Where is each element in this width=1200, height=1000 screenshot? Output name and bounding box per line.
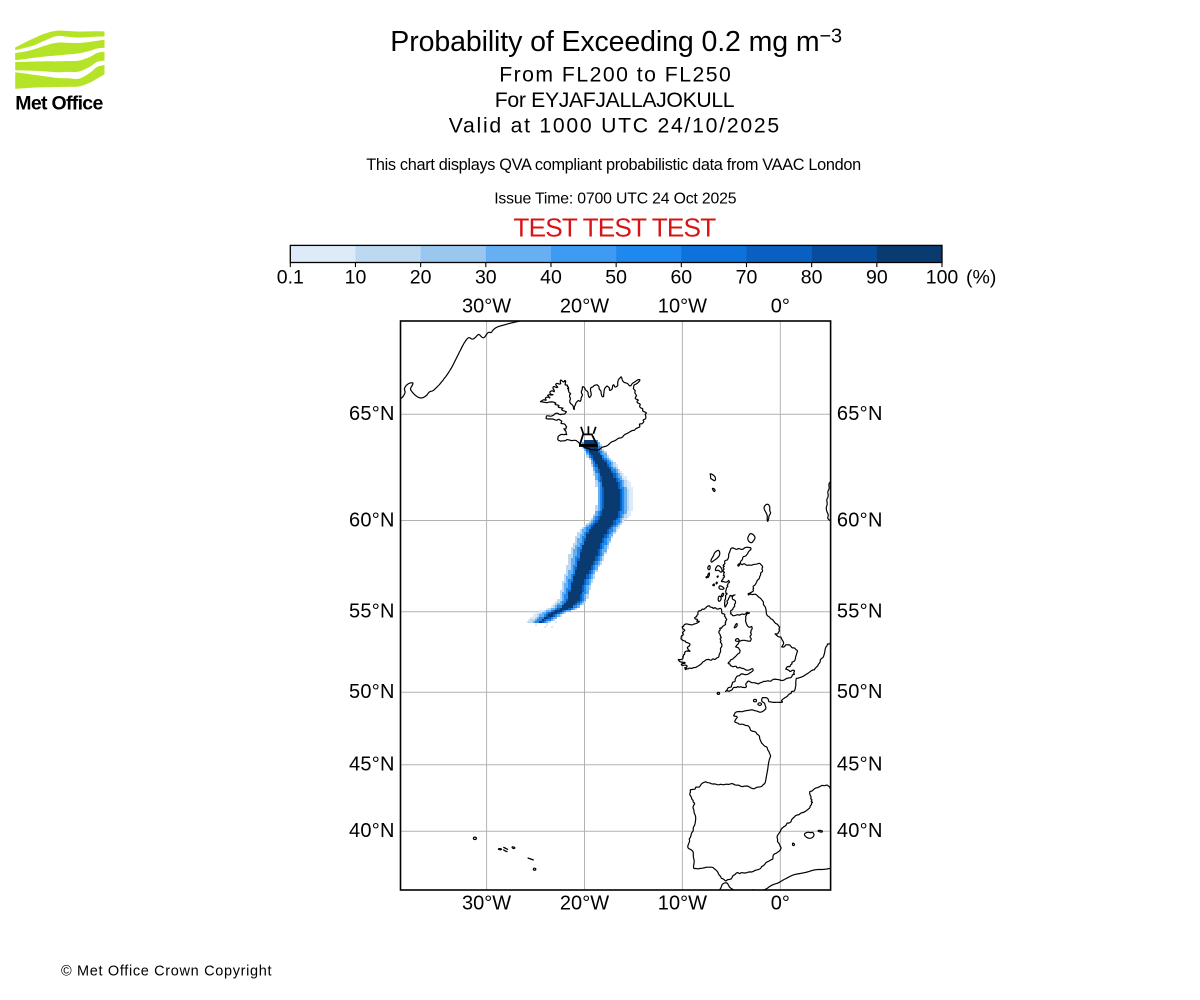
svg-text:50: 50 xyxy=(605,266,627,288)
svg-text:10: 10 xyxy=(345,266,367,288)
svg-text:40: 40 xyxy=(540,266,562,288)
svg-text:20: 20 xyxy=(410,266,432,288)
svg-text:60: 60 xyxy=(670,266,692,288)
svg-text:30: 30 xyxy=(475,266,497,288)
svg-text:50°N: 50°N xyxy=(837,681,883,703)
svg-text:60°N: 60°N xyxy=(837,509,883,531)
svg-text:30°W: 30°W xyxy=(462,892,511,914)
svg-text:30°W: 30°W xyxy=(462,295,511,317)
svg-text:40°N: 40°N xyxy=(349,820,395,842)
svg-text:Met Office: Met Office xyxy=(15,92,103,114)
svg-text:60°N: 60°N xyxy=(349,509,395,531)
svg-text:65°N: 65°N xyxy=(837,403,883,425)
svg-text:10°W: 10°W xyxy=(658,892,707,914)
svg-text:Probability of Exceeding 0.2 m: Probability of Exceeding 0.2 mg m−3 xyxy=(390,26,842,58)
svg-text:45°N: 45°N xyxy=(837,754,883,776)
svg-text:20°W: 20°W xyxy=(560,892,609,914)
svg-text:55°N: 55°N xyxy=(837,601,883,623)
svg-text:0.1: 0.1 xyxy=(277,266,304,288)
svg-text:10°W: 10°W xyxy=(658,295,707,317)
svg-text:90: 90 xyxy=(866,266,888,288)
svg-text:TEST TEST TEST: TEST TEST TEST xyxy=(513,213,716,243)
svg-text:55°N: 55°N xyxy=(349,601,395,623)
svg-text:0°: 0° xyxy=(771,295,790,317)
svg-text:70: 70 xyxy=(736,266,758,288)
svg-text:0°: 0° xyxy=(771,892,790,914)
svg-text:40°N: 40°N xyxy=(837,820,883,842)
svg-text:50°N: 50°N xyxy=(349,681,395,703)
svg-text:(%): (%) xyxy=(966,266,996,288)
svg-text:100: 100 xyxy=(926,266,959,288)
svg-text:65°N: 65°N xyxy=(349,403,395,425)
svg-text:Valid at 1000 UTC 24/10/2025: Valid at 1000 UTC 24/10/2025 xyxy=(449,114,780,137)
svg-text:For EYJAFJALLAJOKULL: For EYJAFJALLAJOKULL xyxy=(495,89,735,112)
svg-text:This chart displays QVA compli: This chart displays QVA compliant probab… xyxy=(366,156,861,174)
svg-text:80: 80 xyxy=(801,266,823,288)
svg-text:45°N: 45°N xyxy=(349,754,395,776)
svg-text:Issue Time: 0700 UTC 24 Oct 20: Issue Time: 0700 UTC 24 Oct 2025 xyxy=(494,191,737,208)
svg-text:20°W: 20°W xyxy=(560,295,609,317)
svg-text:© Met Office Crown Copyright: © Met Office Crown Copyright xyxy=(61,963,272,979)
